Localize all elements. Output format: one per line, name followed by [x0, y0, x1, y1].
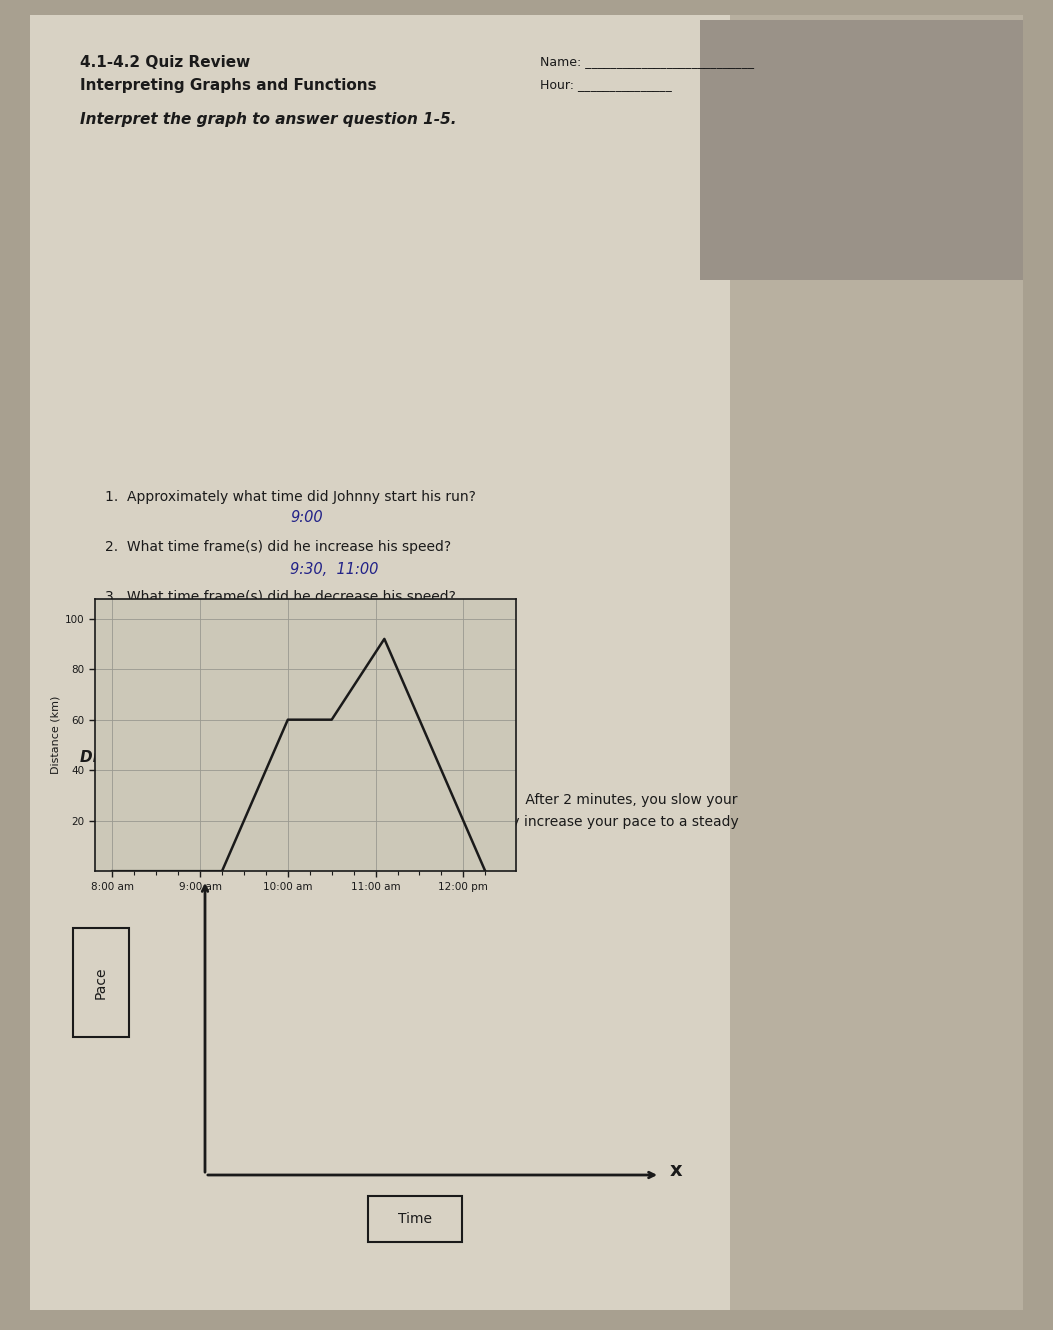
Text: Time: Time [398, 1212, 432, 1226]
Text: Name: ___________________________: Name: ___________________________ [540, 55, 754, 68]
Text: Hour: _______________: Hour: _______________ [540, 78, 672, 90]
Text: pace to a steady walk for 2 minutes.  Then you gradually increase your pace to a: pace to a steady walk for 2 minutes. The… [105, 815, 739, 829]
Text: 2.  What time frame(s) did he increase his speed?: 2. What time frame(s) did he increase hi… [105, 540, 451, 555]
Text: 1.  Approximately what time did Johnny start his run?: 1. Approximately what time did Johnny st… [105, 489, 476, 504]
FancyBboxPatch shape [730, 15, 1024, 1310]
Text: Draw a graph for based on the following situation.: Draw a graph for based on the following … [80, 750, 515, 765]
Text: 9:00: 9:00 [290, 509, 322, 525]
FancyBboxPatch shape [29, 15, 730, 1310]
Text: Interpret the graph to answer question 1-5.: Interpret the graph to answer question 1… [80, 112, 457, 126]
FancyBboxPatch shape [73, 928, 130, 1037]
Text: Pace: Pace [94, 967, 108, 999]
Text: 3.  What time frame(s) did he decrease his speed?: 3. What time frame(s) did he decrease hi… [105, 591, 456, 604]
Text: Interpreting Graphs and Functions: Interpreting Graphs and Functions [80, 78, 377, 93]
FancyBboxPatch shape [367, 1196, 462, 1242]
Text: 12:10: 12:10 [290, 612, 332, 626]
Text: 5.  Approximately what time did Johnny stop running?: 5. Approximately what time did Johnny st… [105, 696, 479, 709]
FancyBboxPatch shape [700, 20, 1024, 281]
Text: 9:30,  11:00: 9:30, 11:00 [290, 563, 378, 577]
Text: jog for 10 minutes.  You then rapidly stop.: jog for 10 minutes. You then rapidly sto… [105, 837, 414, 851]
Y-axis label: Distance (km): Distance (km) [51, 696, 61, 774]
Text: 4.  What time frame(s) did he have a constant rate?: 4. What time frame(s) did he have a cons… [105, 634, 466, 649]
Text: 4.1-4.2 Quiz Review: 4.1-4.2 Quiz Review [80, 55, 251, 70]
Text: x: x [670, 1161, 682, 1180]
Text: 6.  You are on a treadmill and start sprinting at a fast pace.  After 2 minutes,: 6. You are on a treadmill and start spri… [105, 793, 737, 807]
Text: y: y [182, 849, 195, 868]
